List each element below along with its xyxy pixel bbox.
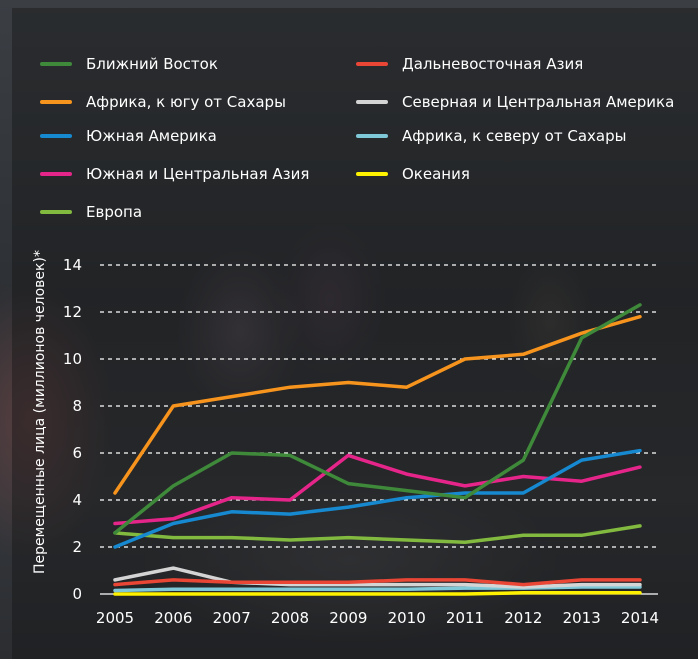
series-line: [113, 303, 642, 535]
legend-item-europe: Европа: [40, 200, 142, 224]
legend-item-middle-east: Ближний Восток: [40, 52, 218, 76]
legend-label: Дальневосточная Азия: [402, 55, 584, 73]
legend-swatch: [356, 100, 388, 104]
legend-label: Южная Америка: [86, 127, 217, 145]
legend-item-far-east-asia: Дальневосточная Азия: [356, 52, 583, 76]
legend-item-oceania: Океания: [356, 162, 470, 186]
y-tick-label: 10: [63, 350, 82, 368]
legend-item-subsaharan-africa: Африка, к югу от Сахары: [40, 90, 286, 114]
x-tick-label: 2005: [96, 609, 134, 627]
series-lines: [113, 303, 642, 596]
legend-swatch: [40, 210, 72, 214]
legend-item-north-central-america: Северная и Центральная Америка: [356, 90, 674, 114]
legend-label: Европа: [86, 203, 143, 221]
legend-item-south-america: Южная Америка: [40, 124, 217, 148]
legend-swatch: [40, 134, 72, 138]
legend-label: Африка, к югу от Сахары: [86, 93, 286, 111]
legend-label: Океания: [402, 165, 470, 183]
legend-swatch: [40, 172, 72, 176]
y-tick-label: 6: [72, 444, 82, 462]
legend-label: Ближний Восток: [86, 55, 218, 73]
x-tick-label: 2013: [563, 609, 601, 627]
legend-label: Африка, к северу от Сахары: [402, 127, 627, 145]
y-tick-label: 12: [63, 303, 82, 321]
legend-swatch: [356, 172, 388, 176]
y-axis-title: Перемещенные лица (миллионов человек)*: [32, 250, 48, 574]
x-tick-label: 2010: [388, 609, 426, 627]
y-tick-label: 4: [72, 491, 82, 509]
legend-swatch: [40, 62, 72, 66]
series-line: [113, 448, 642, 549]
series-line: [113, 524, 642, 545]
legend: Ближний Восток Африка, к югу от Сахары Ю…: [0, 0, 698, 230]
series-line: [113, 585, 642, 593]
y-tick-label: 2: [72, 538, 82, 556]
x-axis-ticks: 2005 2006 2007 2008 2009 2010 2011 2012 2013 2014: [96, 609, 659, 627]
x-tick-label: 2009: [329, 609, 367, 627]
series-line: [113, 314, 642, 495]
legend-item-north-africa: Африка, к северу от Сахары: [356, 124, 626, 148]
x-tick-label: 2008: [271, 609, 309, 627]
series-line: [113, 453, 642, 526]
legend-swatch: [40, 100, 72, 104]
legend-label: Северная и Центральная Америка: [402, 93, 675, 111]
x-tick-label: 2012: [504, 609, 542, 627]
x-tick-label: 2007: [213, 609, 251, 627]
y-tick-label: 8: [72, 397, 82, 415]
y-tick-label: 0: [72, 585, 82, 603]
y-tick-label: 14: [63, 256, 82, 274]
legend-swatch: [356, 62, 388, 66]
series-line: [113, 566, 642, 589]
x-tick-label: 2006: [154, 609, 192, 627]
legend-label: Южная и Центральная Азия: [86, 165, 310, 183]
gridlines: [100, 264, 658, 595]
x-tick-label: 2011: [446, 609, 484, 627]
y-axis-ticks: 0 2 4 6 8 10 12 14: [63, 256, 82, 603]
legend-swatch: [356, 134, 388, 138]
series-line: [113, 578, 642, 587]
series-line: [113, 591, 642, 596]
legend-item-south-central-asia: Южная и Центральная Азия: [40, 162, 309, 186]
x-tick-label: 2014: [621, 609, 659, 627]
